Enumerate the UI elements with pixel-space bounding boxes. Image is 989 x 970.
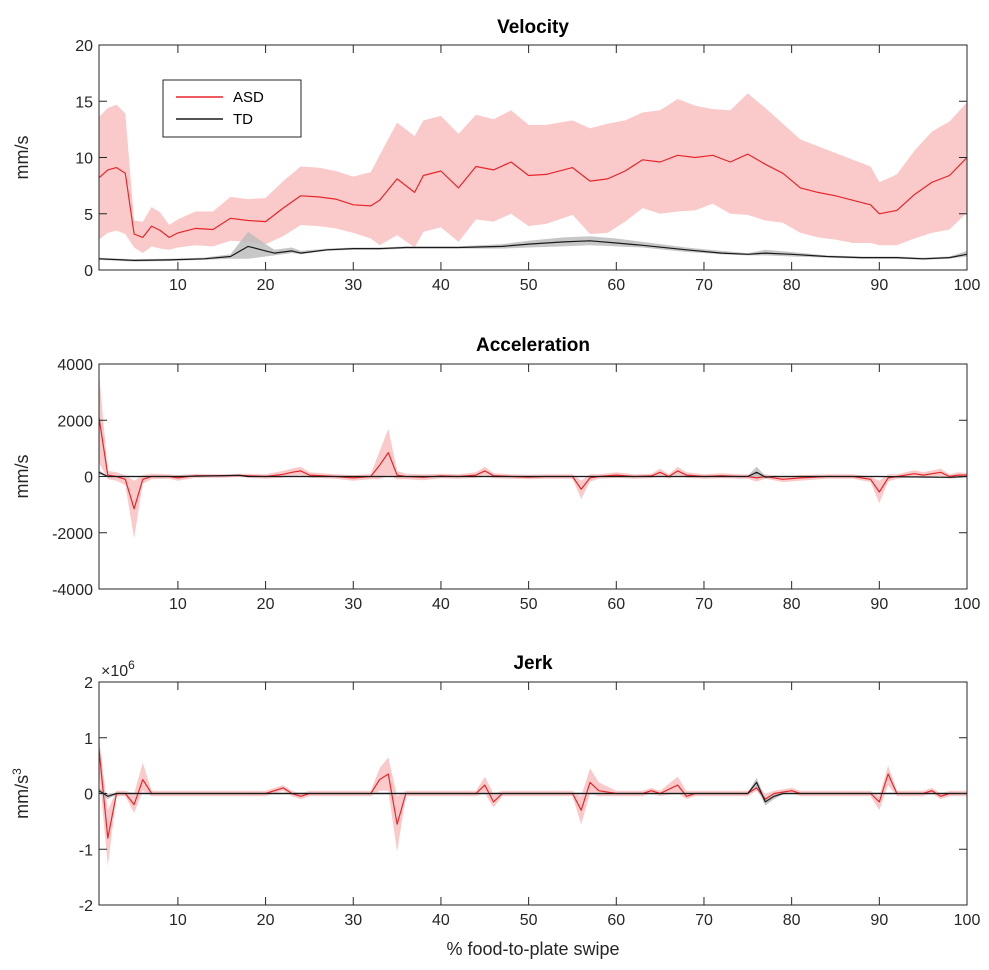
x-tick-label: 60	[607, 277, 625, 294]
x-tick-label: 20	[257, 277, 275, 294]
y-axis-label: mm/s	[12, 455, 32, 499]
x-tick-label: 90	[870, 912, 888, 929]
y-tick-label: -2	[79, 898, 93, 915]
acceleration-panel: 10 20 30 40 50 60 70 80 90 100 -4000 -2000 0 2000 4000…	[12, 335, 980, 613]
plot-area	[99, 93, 967, 262]
y-tick-label: -2000	[52, 526, 93, 543]
x-tick-label: 80	[783, 912, 801, 929]
legend-box	[162, 79, 302, 138]
y-tick-label: 5	[84, 207, 93, 224]
legend: ASD TD	[162, 79, 302, 138]
jerk-panel: 10 20 30 40 50 60 70 80 90 100 -2 -1 0 1 2 Jerk mm/s3 ×10…	[10, 653, 980, 959]
x-tick-label: 60	[607, 912, 625, 929]
y-tick-label: -4000	[52, 582, 93, 599]
y-tick-label: 2000	[57, 413, 93, 430]
y-tick-label: 10	[75, 151, 93, 168]
x-tick-label: 40	[432, 596, 450, 613]
chart-title: Velocity	[497, 17, 569, 38]
series-line-td	[99, 240, 967, 261]
band-asd	[99, 93, 967, 254]
x-tick-label: 100	[954, 596, 981, 613]
x-tick-label: 10	[169, 596, 187, 613]
chart-title: Acceleration	[476, 335, 590, 356]
series-line-td	[99, 781, 967, 803]
series-line-td	[99, 471, 967, 478]
y-axis-label: mm/s3	[10, 768, 32, 819]
x-tick-label: 100	[954, 912, 981, 929]
legend-label-td: TD	[233, 111, 253, 128]
x-tick-label: 70	[695, 596, 713, 613]
y-tick-label: 0	[84, 470, 93, 487]
x-tick-label: 50	[520, 596, 538, 613]
y-tick-label: -1	[79, 842, 93, 859]
y-axis-label: mm/s	[12, 136, 32, 180]
plot-area	[99, 737, 967, 866]
series-line-asd	[99, 153, 967, 238]
scale-factor-label: ×106	[101, 658, 135, 680]
x-tick-label: 90	[870, 277, 888, 294]
x-tick-label: 60	[607, 596, 625, 613]
scale-factor-exponent: 6	[128, 658, 135, 672]
x-tick-label: 80	[783, 277, 801, 294]
x-tick-label: 30	[344, 596, 362, 613]
y-tick-label: 1	[84, 731, 93, 748]
y-tick-label: 20	[75, 38, 93, 55]
legend-label-asd: ASD	[233, 89, 264, 106]
x-tick-label: 90	[870, 596, 888, 613]
velocity-panel: 10 20 30 40 50 60 70 80 90 100 0 5 10 15 20 Velocity mm/…	[12, 17, 980, 294]
y-tick-label: 0	[84, 263, 93, 280]
x-tick-label: 10	[169, 912, 187, 929]
x-tick-label: 50	[520, 912, 538, 929]
y-tick-label: 4000	[57, 357, 93, 374]
x-tick-label: 100	[954, 277, 981, 294]
y-tick-label: 15	[75, 94, 93, 111]
chart-title: Jerk	[513, 653, 553, 674]
x-tick-label: 50	[520, 277, 538, 294]
x-tick-label: 20	[257, 912, 275, 929]
x-tick-label: 80	[783, 596, 801, 613]
x-tick-label: 40	[432, 912, 450, 929]
y-tick-label: 2	[84, 675, 93, 692]
y-axis-label-text: mm/s	[12, 775, 32, 819]
x-tick-label: 10	[169, 277, 187, 294]
x-tick-label: 70	[695, 277, 713, 294]
y-axis-label-text: mm/s	[12, 136, 32, 180]
plot-area	[99, 372, 967, 539]
y-tick-label: 0	[84, 787, 93, 804]
x-tick-label: 30	[344, 277, 362, 294]
x-tick-label: 70	[695, 912, 713, 929]
x-tick-label: 20	[257, 596, 275, 613]
y-axis-label-superscript: 3	[10, 768, 24, 775]
scale-factor-base: ×10	[101, 663, 128, 680]
x-tick-label: 40	[432, 277, 450, 294]
y-axis-label-text: mm/s	[12, 455, 32, 499]
x-axis-label: % food-to-plate swipe	[446, 939, 619, 959]
x-tick-label: 30	[344, 912, 362, 929]
